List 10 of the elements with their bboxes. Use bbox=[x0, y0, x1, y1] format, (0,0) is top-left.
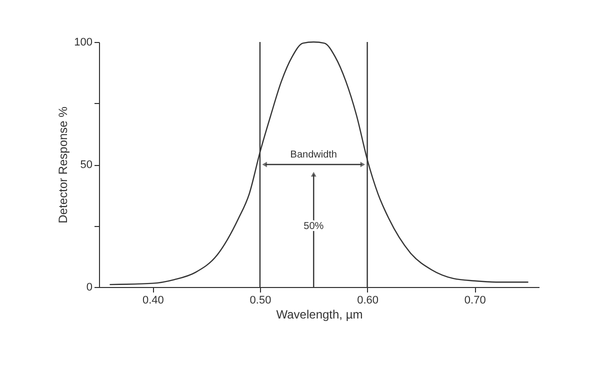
x-tick-label: 0.70 bbox=[464, 294, 486, 306]
y-axis-title: Detector Response % bbox=[56, 106, 70, 224]
y-tick-label: 100 bbox=[74, 36, 92, 48]
x-tick-label: 0.60 bbox=[357, 294, 379, 306]
x-tick-label: 0.50 bbox=[250, 294, 272, 306]
x-axis-title: Wavelength, µm bbox=[276, 308, 363, 322]
annotation: Bandwidth bbox=[290, 150, 337, 160]
y-tick-label: 0 bbox=[86, 282, 92, 294]
x-tick-label: 0.40 bbox=[142, 294, 164, 306]
y-tick-label: 50 bbox=[80, 159, 92, 171]
